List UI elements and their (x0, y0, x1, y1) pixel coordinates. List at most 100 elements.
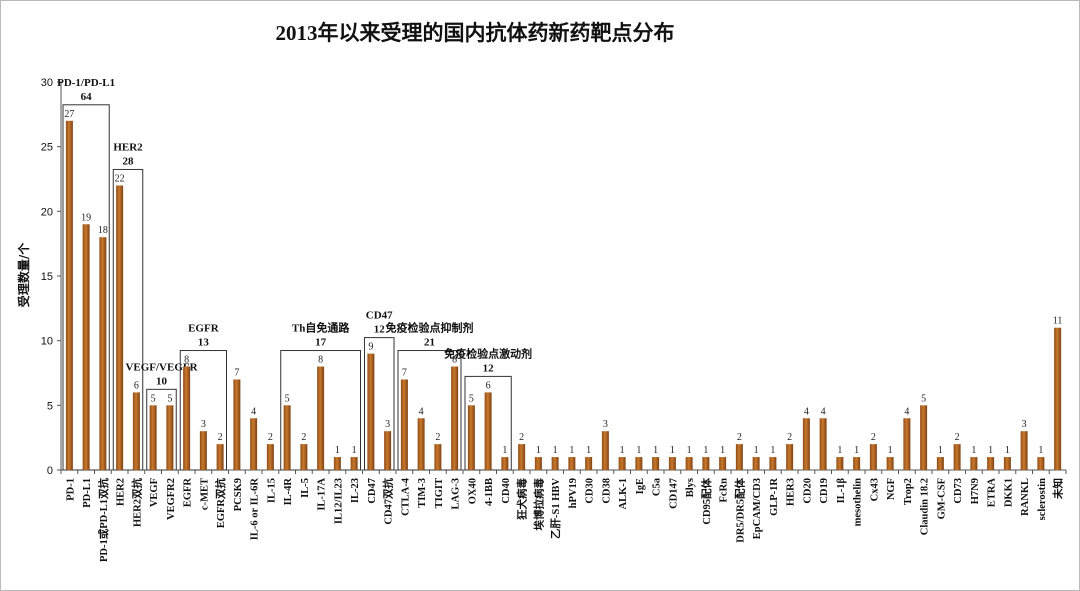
value-label: 1 (653, 445, 658, 456)
group-box (112, 168, 144, 471)
bar (953, 444, 961, 470)
value-label: 1 (837, 445, 842, 456)
bar (417, 418, 425, 470)
category-label: sclerostin (1037, 478, 1048, 521)
value-label: 4 (821, 406, 826, 417)
bar (970, 457, 978, 470)
group-box (146, 388, 177, 471)
bar (702, 457, 710, 470)
group-name-label: Th自免通路 (292, 321, 350, 335)
value-label: 3 (1022, 419, 1027, 430)
category-label: IL-6 or IL-6R (250, 478, 261, 541)
value-label: 1 (502, 445, 507, 456)
value-label: 22 (115, 173, 125, 184)
group-name-label: HER2 (113, 141, 143, 153)
category-labels: PD-1 PD-L1 PD-1或PD-L1双抗 HER2 HER2双抗 VEGF VEGFR… (65, 477, 1064, 562)
bar (836, 457, 844, 470)
category-label: Blys (685, 478, 696, 497)
category-label: CD38 (601, 478, 612, 504)
bar (769, 457, 777, 470)
category-label: LAG-3 (451, 478, 462, 510)
value-label: 1 (536, 445, 541, 456)
value-label: 1 (586, 445, 591, 456)
bar (400, 379, 408, 470)
value-label: 2 (737, 432, 742, 443)
category-label: IL12/IL23 (333, 478, 344, 524)
category-label: 4-1BB (484, 478, 495, 506)
category-label: PD-1或PD-L1双抗 (97, 478, 110, 562)
bar (65, 120, 73, 471)
bar (635, 457, 643, 470)
category-label: IgE (635, 478, 646, 494)
category-label: GM-CSF (936, 478, 947, 519)
value-label: 1 (636, 445, 641, 456)
category-label: hPV19 (568, 478, 579, 508)
category-label: IL-4R (283, 478, 294, 506)
bar (869, 444, 877, 470)
category-label: ETRA (987, 478, 998, 508)
category-label: TIGIT (434, 478, 445, 508)
bar (551, 457, 559, 470)
value-label: 2 (218, 432, 223, 443)
bar (199, 431, 207, 470)
value-label: 9 (368, 342, 373, 353)
value-label: 1 (335, 445, 340, 456)
value-label: 8 (452, 355, 457, 366)
bar (132, 392, 140, 470)
y-tick-label: 5 (47, 400, 53, 412)
group-total-label: 12 (374, 324, 386, 336)
bar (652, 457, 660, 470)
value-label: 5 (285, 393, 290, 404)
value-label: 1 (670, 445, 675, 456)
chart-title: 2013年以来受理的国内抗体药新药靶点分布 (276, 21, 675, 45)
bar (82, 224, 90, 470)
bar (668, 457, 676, 470)
value-label: 5 (469, 393, 474, 404)
category-label: 乙肝-S1 HBV (550, 478, 562, 539)
category-label: CD147 (668, 478, 679, 509)
value-label: 1 (703, 445, 708, 456)
value-label: 1 (620, 445, 625, 456)
category-label: IL-5 (300, 478, 311, 498)
bar (467, 405, 475, 470)
bar (233, 379, 241, 470)
category-label: Trop2 (903, 478, 914, 505)
category-label: HER3 (786, 478, 797, 506)
category-label: TIM-3 (417, 478, 428, 508)
category-label: CD95配体 (700, 478, 713, 525)
bar (735, 444, 743, 470)
group-total-label: 64 (81, 91, 93, 103)
value-label: 2 (435, 432, 440, 443)
value-label: 7 (402, 367, 407, 378)
value-label: 1 (1005, 445, 1010, 456)
value-label: 4 (251, 406, 256, 417)
value-label: 1 (352, 445, 357, 456)
value-label: 4 (419, 406, 424, 417)
value-label: 18 (98, 225, 108, 236)
group-name-label: PD-1/PD-L1 (57, 77, 115, 89)
bar (116, 185, 124, 470)
category-label: VEGF (149, 478, 160, 507)
bar (501, 457, 509, 470)
category-label: CD73 (953, 478, 964, 504)
category-label: mesothelin (853, 478, 864, 527)
y-tick-label: 10 (41, 336, 53, 348)
category-label: IL-15 (266, 478, 277, 503)
category-label: CD19 (819, 478, 830, 504)
bar (166, 405, 174, 470)
bar (266, 444, 274, 470)
value-label: 5 (921, 393, 926, 404)
value-label: 5 (167, 393, 172, 404)
value-label: 2 (871, 432, 876, 443)
y-tick-label: 25 (41, 142, 53, 154)
value-label: 3 (385, 419, 390, 430)
value-label: 2 (301, 432, 306, 443)
category-label: CD20 (802, 478, 813, 504)
category-label: CD47 (367, 478, 378, 504)
bar (920, 405, 928, 470)
category-label: HER2 (116, 478, 127, 506)
category-label: 狂犬病毒 (516, 478, 529, 520)
bar (786, 444, 794, 470)
